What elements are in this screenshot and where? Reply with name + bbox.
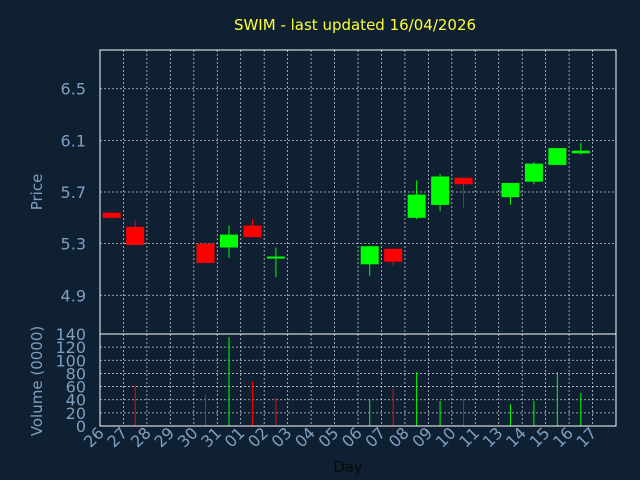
candle-body xyxy=(454,177,473,185)
candle-body xyxy=(431,176,450,205)
volume-panel-frame xyxy=(99,333,617,427)
volume-tick-label: 40 xyxy=(66,391,86,410)
candle-body xyxy=(196,243,215,263)
volume-tick-label: 60 xyxy=(66,378,86,397)
candle-body xyxy=(220,234,238,248)
x-axis-label: Day xyxy=(333,458,363,476)
volume-axis-label: Volume (0000) xyxy=(28,326,46,436)
price-panel: 4.9 5.3 5.7 6.1 6.5 xyxy=(61,49,617,335)
volume-tick-label: 100 xyxy=(55,351,86,370)
volume-tick-label: 0 xyxy=(76,417,86,436)
volume-tick-label: 140 xyxy=(55,325,86,344)
price-tick-label: 6.5 xyxy=(61,80,86,99)
price-axis-label: Price xyxy=(28,174,46,211)
volume-tick-label: 80 xyxy=(66,364,86,383)
volume-tick-label: 20 xyxy=(66,404,86,423)
candle-body xyxy=(102,212,121,218)
price-tick-label: 4.9 xyxy=(61,286,86,305)
candle-body xyxy=(126,226,145,245)
candle-body xyxy=(571,150,590,154)
price-tick-label: 5.3 xyxy=(61,235,86,254)
price-tick-label: 6.1 xyxy=(61,131,86,150)
candle-body xyxy=(243,225,262,238)
candle-body xyxy=(407,194,426,218)
chart-title: SWIM - last updated 16/04/2026 xyxy=(234,16,476,34)
candle-body xyxy=(360,246,379,265)
volume-tick-label: 120 xyxy=(55,338,86,357)
candle-body xyxy=(548,148,567,165)
candle-body xyxy=(501,182,520,198)
candle-body xyxy=(266,256,285,259)
candle-body xyxy=(524,163,543,182)
price-tick-label: 5.7 xyxy=(61,183,86,202)
candle-body xyxy=(384,248,403,262)
